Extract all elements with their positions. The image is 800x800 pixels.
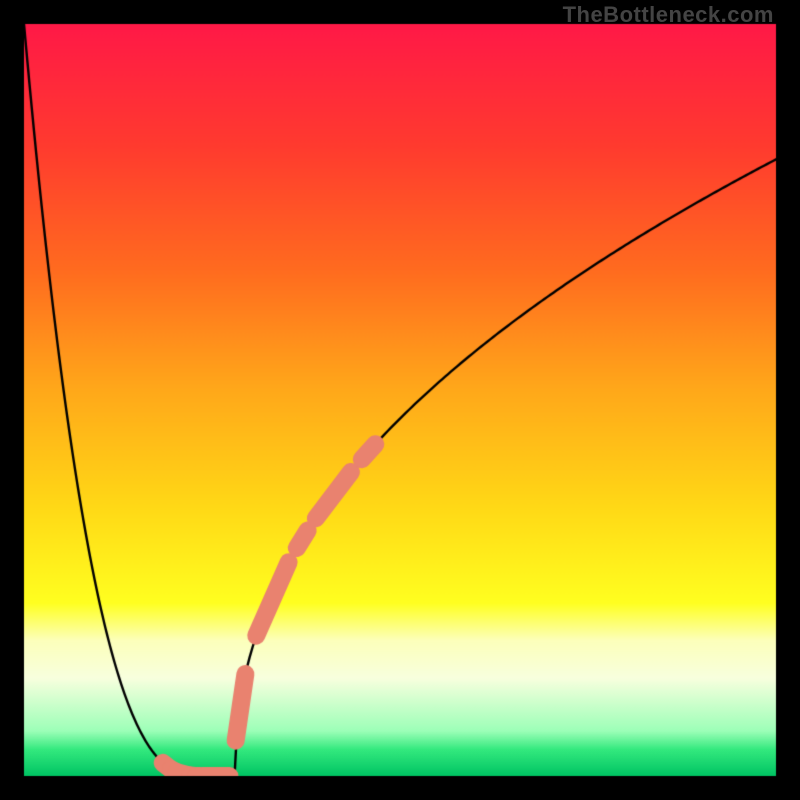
- bottleneck-v-curve-chart: [0, 0, 800, 800]
- watermark-text: TheBottleneck.com: [563, 2, 774, 28]
- chart-stage: TheBottleneck.com: [0, 0, 800, 800]
